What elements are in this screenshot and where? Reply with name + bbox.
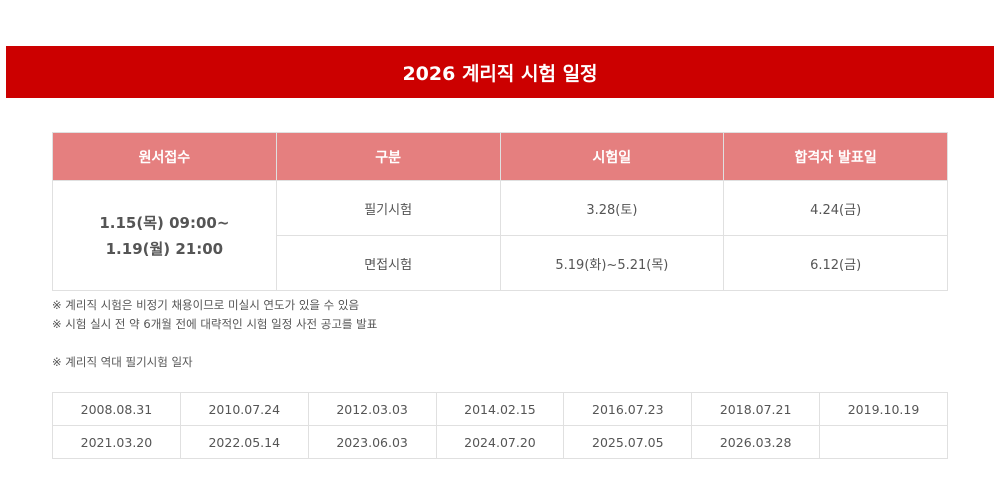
history-date: 2025.07.05 <box>563 425 693 459</box>
history-date: 2021.03.20 <box>52 425 181 459</box>
history-date: 2022.05.14 <box>179 425 309 459</box>
history-date: 2012.03.03 <box>307 392 437 426</box>
history-heading: ※ 계리직 역대 필기시험 일자 <box>52 355 193 369</box>
header-type: 구분 <box>275 132 501 181</box>
history-date: 2018.07.21 <box>691 392 821 426</box>
result-date: 4.24(금) <box>723 180 948 236</box>
history-date: 2026.03.28 <box>691 425 821 459</box>
note: ※ 계리직 시험은 비정기 채용이므로 미실시 연도가 있을 수 있음 <box>52 298 360 312</box>
result-date: 6.12(금) <box>723 235 948 291</box>
exam-date: 5.19(화)~5.21(목) <box>499 235 725 291</box>
history-date: 2008.08.31 <box>52 392 181 426</box>
table-row: 1.15(목) 09:00~ 1.19(월) 21:00 필기시험 3.28(토)… <box>52 180 948 291</box>
page-title: 2026 계리직 시험 일정 <box>6 46 994 98</box>
schedule-table: 원서접수 구분 시험일 합격자 발표일 1.15(목) 09:00~ 1.19(월… <box>52 132 948 291</box>
history-date: 2014.02.15 <box>435 392 565 426</box>
application-period: 1.15(목) 09:00~ 1.19(월) 21:00 <box>52 180 277 291</box>
exam-type: 면접시험 <box>275 235 501 291</box>
history-table: 2008.08.31 2010.07.24 2012.03.03 2014.02… <box>52 392 948 459</box>
history-date: 2024.07.20 <box>435 425 565 459</box>
notes: ※ 계리직 시험은 비정기 채용이므로 미실시 연도가 있을 수 있음 ※ 시험… <box>52 296 377 372</box>
table-row: 면접시험 5.19(화)~5.21(목) 6.12(금) <box>53 235 948 291</box>
table-row: 2008.08.31 2010.07.24 2012.03.03 2014.02… <box>52 392 948 426</box>
header-exam-date: 시험일 <box>499 132 725 181</box>
application-start: 1.15(목) 09:00~ <box>99 213 230 232</box>
note-spacer <box>52 334 377 353</box>
note: ※ 시험 실시 전 약 6개월 전에 대략적인 시험 일정 사전 공고를 발표 <box>52 317 378 331</box>
header-application: 원서접수 <box>52 132 277 181</box>
history-date-empty <box>819 425 948 459</box>
table-row: 2021.03.20 2022.05.14 2023.06.03 2024.07… <box>52 425 948 459</box>
history-date: 2023.06.03 <box>307 425 437 459</box>
history-date: 2016.07.23 <box>563 392 693 426</box>
history-date: 2019.10.19 <box>819 392 948 426</box>
history-date: 2010.07.24 <box>179 392 309 426</box>
application-end: 1.19(월) 21:00 <box>105 239 224 258</box>
exam-type: 필기시험 <box>275 180 501 236</box>
exam-date: 3.28(토) <box>499 180 725 236</box>
header-result-date: 합격자 발표일 <box>723 132 948 181</box>
